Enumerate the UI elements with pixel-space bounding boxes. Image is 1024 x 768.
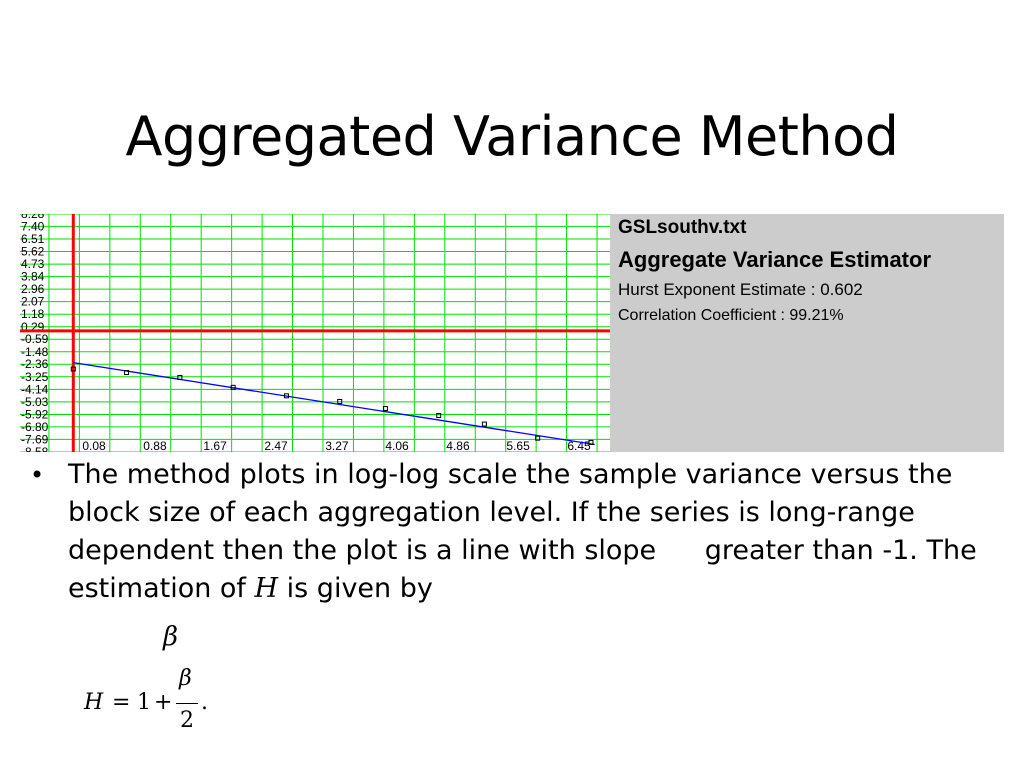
estimator-info-panel: GSLsouthv.txt Aggregate Variance Estimat… [610,214,1004,452]
regression-line [73,362,595,446]
formula-period: . [201,690,208,715]
x-tick-label: 4.86 [446,439,470,452]
y-tick-label: 8.28 [21,214,45,221]
chart-svg: 8.287.406.515.624.733.842.962.071.180.29… [20,214,610,452]
y-tick-label: 7.40 [21,219,45,233]
y-tick-label: -8.58 [21,445,49,452]
y-tick-label: -5.92 [21,407,49,421]
hurst-estimate-label: Hurst Exponent Estimate : 0.602 [618,280,863,299]
hurst-formula: H = 1 + β 2 . [84,666,234,738]
data-point [588,439,594,445]
bullet-icon: • [30,461,45,489]
bullet-text-part-3: is given by [278,573,433,604]
y-tick-label: 2.07 [21,295,45,309]
data-point [124,370,130,376]
file-name-label: GSLsouthv.txt [618,217,747,238]
bullet-text-part-2: greater than -1. The estimation of [68,535,977,604]
formula-plus: + [154,690,173,715]
data-point [337,398,343,404]
x-tick-label: 3.27 [325,439,349,452]
y-tick-label: 5.62 [21,245,45,259]
y-tick-label: 6.51 [21,232,45,246]
bullet-text: The method plots in log-log scale the sa… [68,456,998,608]
data-point [481,421,487,427]
formula-lhs: H [84,690,104,715]
estimator-name-label: Aggregate Variance Estimator [618,247,932,272]
x-tick-label: 2.47 [264,439,288,452]
formula-fraction-bar [176,703,198,704]
data-point [382,406,388,412]
formula-one: 1 [137,690,151,715]
x-tick-label: 1.67 [203,439,227,452]
log-log-chart: 8.28 7.40 6.51 5.62 4.73 3.84 2.96 2.07 1.18 0.29… [20,214,610,452]
x-tick-label: 6.45 [567,439,591,452]
y-tick-label: 4.73 [21,257,45,271]
x-tick-label: 5.65 [506,439,530,452]
correlation-label: Correlation Coefficient : 99.21% [618,307,844,324]
y-tick-label: 1.18 [21,307,45,321]
y-tick-label: -6.80 [21,420,49,434]
y-tick-label: 3.84 [21,270,45,284]
formula-denominator: 2 [180,708,194,733]
data-point [177,374,183,380]
data-point [230,384,236,390]
formula-numerator: β [179,666,192,691]
y-tick-label: -1.48 [21,345,49,359]
y-tick-label: -4.14 [21,382,49,396]
data-point [283,393,289,399]
y-tick-label: 2.96 [21,282,45,296]
formula-equals: = [112,690,131,715]
x-tick-label: 0.08 [82,439,106,452]
hurst-symbol: H [254,573,279,604]
data-point [535,435,541,441]
x-tick-label: 4.06 [385,439,409,452]
y-tick-label: -0.59 [21,332,49,346]
bullet-text-part-1: The method plots in log-log scale the sa… [68,459,953,566]
data-point [70,366,76,372]
y-tick-label: -3.25 [21,370,49,384]
x-tick-label: 0.88 [143,439,167,452]
y-tick-label: -2.36 [21,357,49,371]
y-tick-label: -5.03 [21,395,49,409]
beta-symbol: β [163,622,179,652]
data-point [436,413,442,419]
y-tick-label: -7.69 [21,432,49,446]
slide-title: Aggregated Variance Method [125,105,899,168]
